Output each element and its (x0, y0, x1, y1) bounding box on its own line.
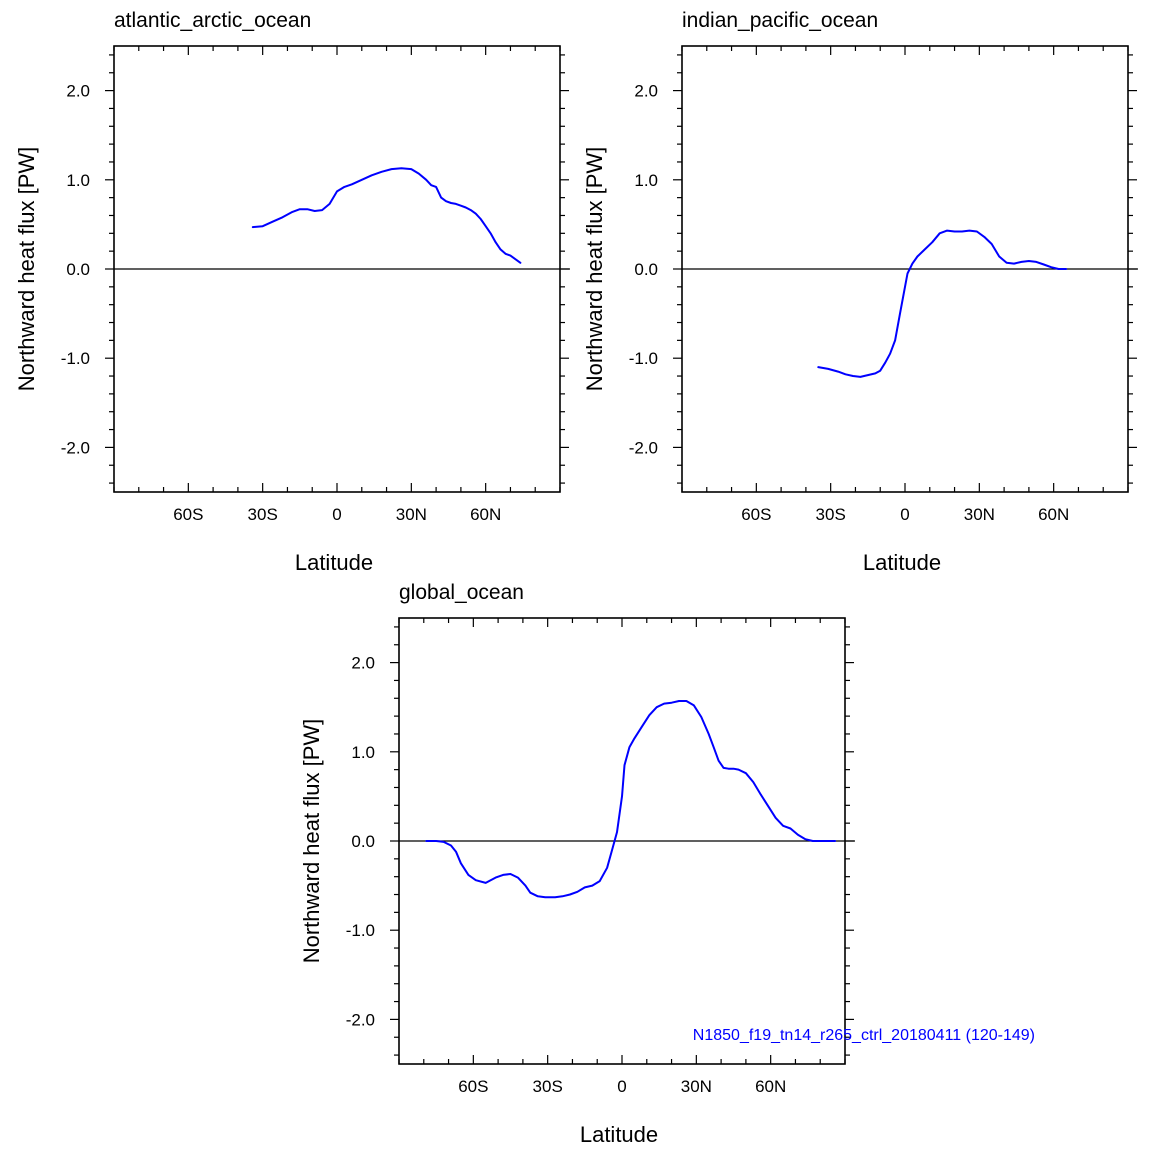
x-tick-label: 30S (816, 505, 846, 524)
y-tick-label: -1.0 (346, 921, 375, 940)
y-tick-label: 0.0 (351, 832, 375, 851)
y-tick-label: 1.0 (634, 171, 658, 190)
series-line (425, 700, 837, 899)
x-tick-label: 60S (458, 1077, 488, 1096)
run-annotation: N1850_f19_tn14_r265_ctrl_20180411 (120-1… (693, 1027, 1035, 1044)
y-tick-label: 2.0 (351, 654, 375, 673)
y-tick-label: 2.0 (634, 82, 658, 101)
y-tick-label: -2.0 (61, 438, 90, 457)
x-tick-label: 60S (173, 505, 203, 524)
y-tick-label: 0.0 (66, 260, 90, 279)
x-axis-label: Latitude (295, 550, 373, 575)
x-tick-label: 30N (681, 1077, 712, 1096)
y-tick-label: 1.0 (66, 171, 90, 190)
y-tick-label: 0.0 (634, 260, 658, 279)
y-axis-label: Northward heat flux [PW] (582, 147, 607, 392)
x-tick-label: 60N (755, 1077, 786, 1096)
panel-title: global_ocean (399, 581, 524, 604)
series-line (251, 167, 522, 264)
y-tick-label: -2.0 (629, 438, 658, 457)
x-tick-label: 60N (1038, 505, 1069, 524)
x-tick-label: 0 (900, 505, 909, 524)
panel-title: indian_pacific_ocean (682, 9, 878, 32)
x-tick-label: 60S (741, 505, 771, 524)
y-tick-label: -2.0 (346, 1010, 375, 1029)
x-tick-label: 30N (964, 505, 995, 524)
chart-panel-3: 60S 30S 0 30N 60N 2.0 1.0 0.0 -1.0 -2.0 global_oce… (299, 581, 1035, 1147)
chart-panel-1: 60S 30S 0 30N 60N 2.0 1.0 0.0 -1.0 -2.0 atlantic_a… (14, 9, 570, 575)
x-tick-label: 0 (617, 1077, 626, 1096)
x-axis-label: Latitude (580, 1122, 658, 1147)
x-tick-label: 0 (332, 505, 341, 524)
series-line (817, 229, 1068, 378)
x-tick-label: 30S (248, 505, 278, 524)
y-tick-label: 2.0 (66, 82, 90, 101)
chart-panel-2: 60S 30S 0 30N 60N 2.0 1.0 0.0 -1.0 -2.0 indian_pac… (582, 9, 1138, 575)
panel-title: atlantic_arctic_ocean (114, 9, 311, 32)
y-tick-label: -1.0 (629, 349, 658, 368)
y-axis-label: Northward heat flux [PW] (299, 719, 324, 964)
y-tick-label: 1.0 (351, 743, 375, 762)
x-axis-label: Latitude (863, 550, 941, 575)
x-tick-label: 30S (533, 1077, 563, 1096)
y-tick-label: -1.0 (61, 349, 90, 368)
x-tick-label: 30N (396, 505, 427, 524)
y-axis-label: Northward heat flux [PW] (14, 147, 39, 392)
x-tick-label: 60N (470, 505, 501, 524)
